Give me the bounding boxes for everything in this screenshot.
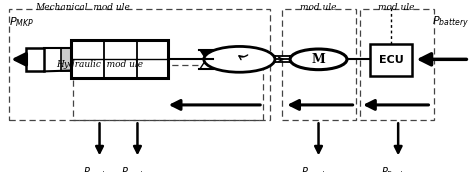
Bar — [71, 40, 168, 78]
Text: $P_{E-loss}$: $P_{E-loss}$ — [382, 165, 415, 172]
Bar — [61, 48, 71, 71]
Bar — [73, 65, 263, 120]
Bar — [370, 44, 412, 76]
Circle shape — [204, 46, 275, 72]
Bar — [9, 9, 270, 120]
Polygon shape — [200, 59, 212, 69]
Text: $P_{MKP}$: $P_{MKP}$ — [9, 15, 35, 29]
Text: Hydraulic  mod ule: Hydraulic mod ule — [56, 60, 143, 69]
Circle shape — [290, 49, 347, 70]
Text: M: M — [311, 53, 326, 66]
Bar — [360, 9, 434, 120]
Polygon shape — [200, 50, 212, 59]
Text: $P_{p-loss}$: $P_{p-loss}$ — [121, 165, 154, 172]
Text: ECU: ECU — [379, 55, 403, 65]
Text: $P_{m-loss}$: $P_{m-loss}$ — [301, 165, 337, 172]
Bar — [282, 9, 356, 120]
Text: Mechanical  mod ule: Mechanical mod ule — [36, 3, 130, 12]
Text: Control
mod ule: Control mod ule — [378, 0, 415, 12]
Bar — [26, 48, 44, 71]
Text: $P_{battery}$: $P_{battery}$ — [432, 14, 469, 31]
Text: $P_{v-loss}$: $P_{v-loss}$ — [83, 165, 116, 172]
Text: Motor
mod ule: Motor mod ule — [300, 0, 337, 12]
